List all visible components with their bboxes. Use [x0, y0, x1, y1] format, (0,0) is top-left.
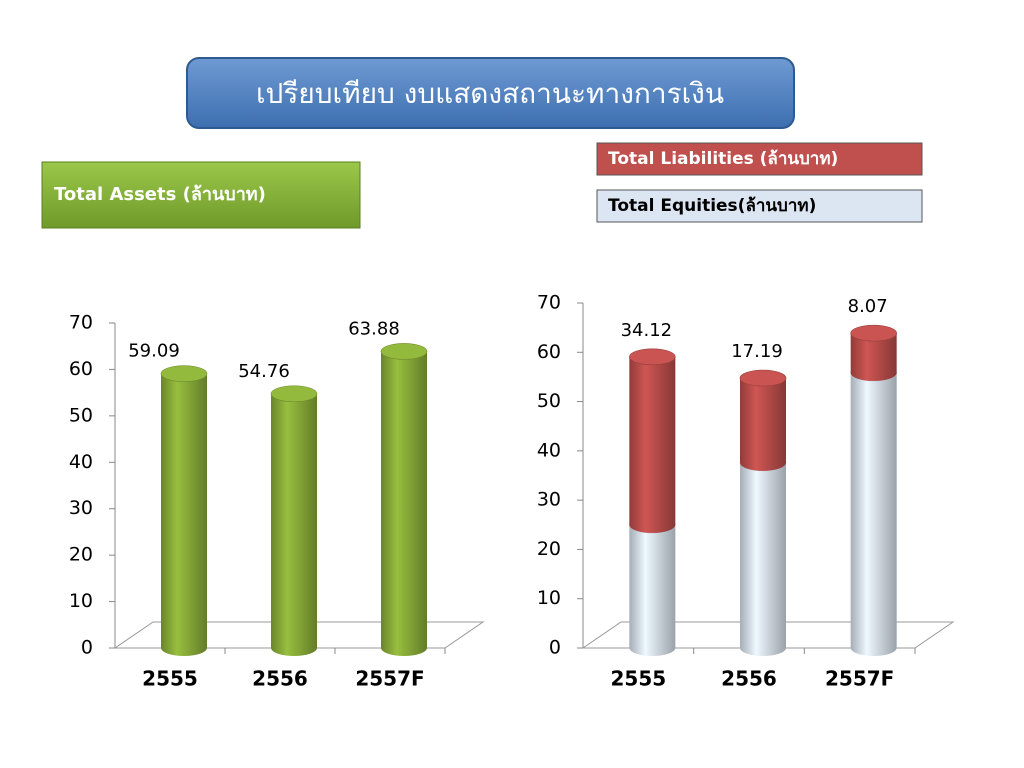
legend-label: Total Equities(ล้านบาท) [608, 196, 816, 216]
bar-top [160, 365, 208, 382]
bar-top [739, 369, 787, 387]
y-tick-label: 50 [69, 404, 93, 426]
y-tick-label: 60 [537, 341, 561, 363]
y-tick-label: 40 [537, 439, 561, 461]
bar [850, 372, 897, 648]
y-tick-label: 70 [69, 312, 93, 334]
bar-top [629, 348, 676, 366]
x-tick-label: 2556 [252, 667, 308, 691]
legend-box [596, 189, 923, 223]
x-tick-label: 2555 [610, 667, 666, 691]
slide-title: เปรียบเทียบ งบแสดงสถานะทางการเงิน [256, 77, 724, 110]
y-tick-label: 10 [69, 590, 93, 612]
bar [271, 393, 317, 648]
bar [381, 351, 427, 648]
y-tick-label: 30 [537, 489, 561, 511]
y-tick-label: 0 [549, 637, 561, 659]
bar [629, 356, 676, 525]
y-tick-label: 30 [69, 497, 93, 519]
y-tick-label: 60 [69, 358, 93, 380]
x-tick-label: 2557F [825, 667, 894, 691]
x-tick-label: 2555 [142, 667, 198, 691]
bar [629, 524, 676, 648]
y-tick-label: 0 [81, 637, 93, 659]
title-box [186, 57, 795, 129]
bar-top [380, 343, 428, 360]
bar-top [270, 385, 318, 403]
legend-box [596, 142, 923, 176]
y-tick-label: 70 [537, 292, 561, 314]
data-label: 34.12 [621, 320, 673, 341]
data-label: 17.19 [731, 341, 783, 362]
bar-top [850, 324, 897, 342]
data-label: 59.09 [128, 341, 180, 362]
bar [740, 378, 786, 463]
y-tick-label: 20 [69, 544, 93, 566]
y-tick-label: 20 [537, 538, 561, 560]
assets-label-box [41, 161, 361, 229]
x-tick-label: 2557F [355, 667, 424, 691]
bar [161, 373, 207, 648]
legend-label: Total Liabilities (ล้านบาท) [608, 149, 838, 169]
assets-label: Total Assets (ล้านบาท) [54, 184, 266, 205]
y-tick-label: 50 [537, 390, 561, 412]
data-label: 8.07 [848, 296, 888, 317]
bar [740, 462, 786, 648]
y-tick-label: 10 [537, 587, 561, 609]
data-label: 54.76 [238, 361, 290, 382]
y-tick-label: 40 [69, 451, 93, 473]
x-tick-label: 2556 [721, 667, 777, 691]
data-label: 63.88 [348, 318, 400, 339]
